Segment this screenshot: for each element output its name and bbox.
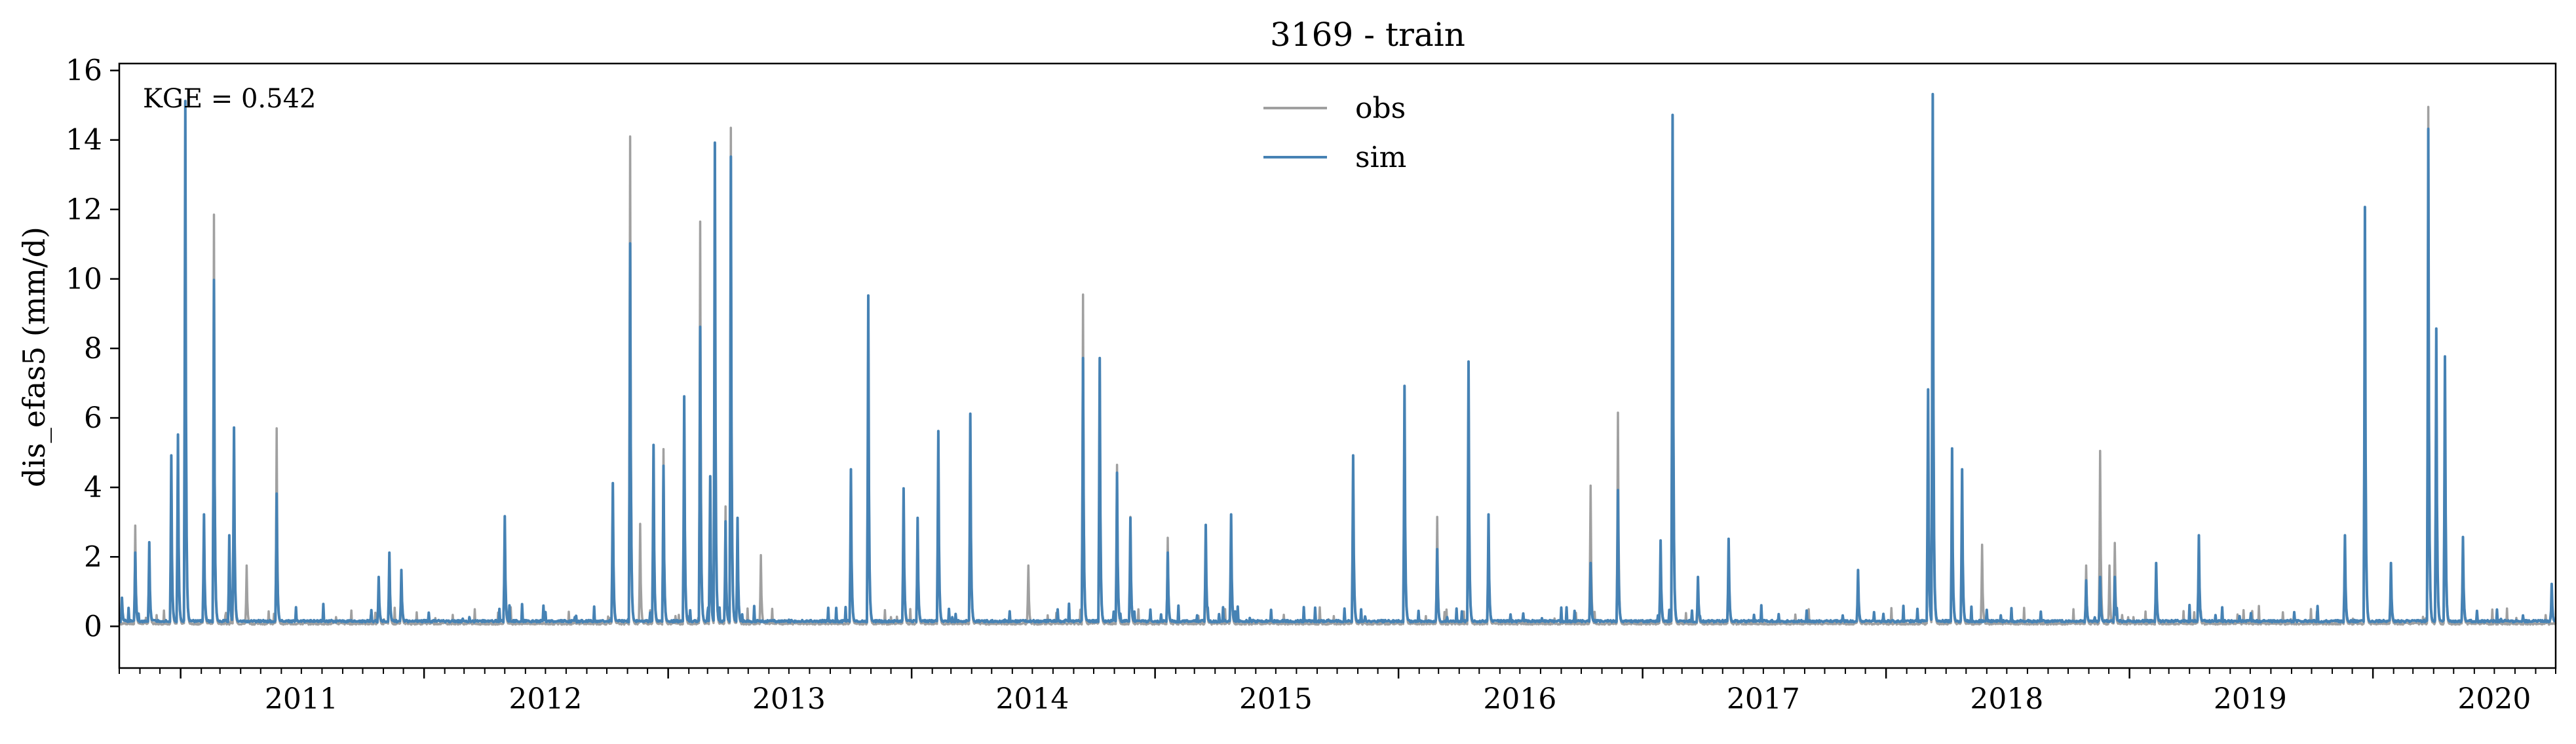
- y-tick-label: 14: [66, 124, 102, 157]
- legend: obs sim: [1263, 92, 1406, 174]
- y-tick-label: 10: [66, 263, 102, 296]
- y-tick-label: 0: [84, 610, 102, 643]
- x-tick-label: 2019: [2214, 682, 2287, 716]
- x-tick-label: 2011: [265, 682, 338, 716]
- y-tick-label: 8: [84, 332, 102, 365]
- chart-title: 3169 - train: [1270, 16, 1465, 54]
- plot-area: [118, 92, 2557, 626]
- x-tick-label: 2015: [1239, 682, 1313, 716]
- y-tick-label: 6: [84, 401, 102, 435]
- y-tick-label: 4: [84, 471, 102, 504]
- y-tick-label: 12: [66, 193, 102, 227]
- legend-label-sim: sim: [1355, 141, 1406, 174]
- kge-annotation: KGE = 0.542: [143, 84, 317, 114]
- y-tick-label: 16: [66, 54, 102, 88]
- series-line-sim: [118, 92, 2556, 623]
- y-axis-label: dis_efas5 (mm/d): [16, 227, 52, 487]
- axes: 0 2 4 6 8 10 12 14 16 2011 2012 2013 2014 2015 2016 201…: [66, 54, 2557, 716]
- x-tick-label: 2020: [2457, 682, 2531, 716]
- x-tick-label: 2013: [752, 682, 826, 716]
- x-tick-label: 2014: [995, 682, 1069, 716]
- y-tick-label: 2: [84, 540, 102, 574]
- legend-label-obs: obs: [1355, 92, 1406, 125]
- x-tick-label: 2017: [1727, 682, 1800, 716]
- x-tick-label: 2016: [1483, 682, 1556, 716]
- x-tick-label: 2012: [509, 682, 582, 716]
- x-tick-label: 2018: [1970, 682, 2043, 716]
